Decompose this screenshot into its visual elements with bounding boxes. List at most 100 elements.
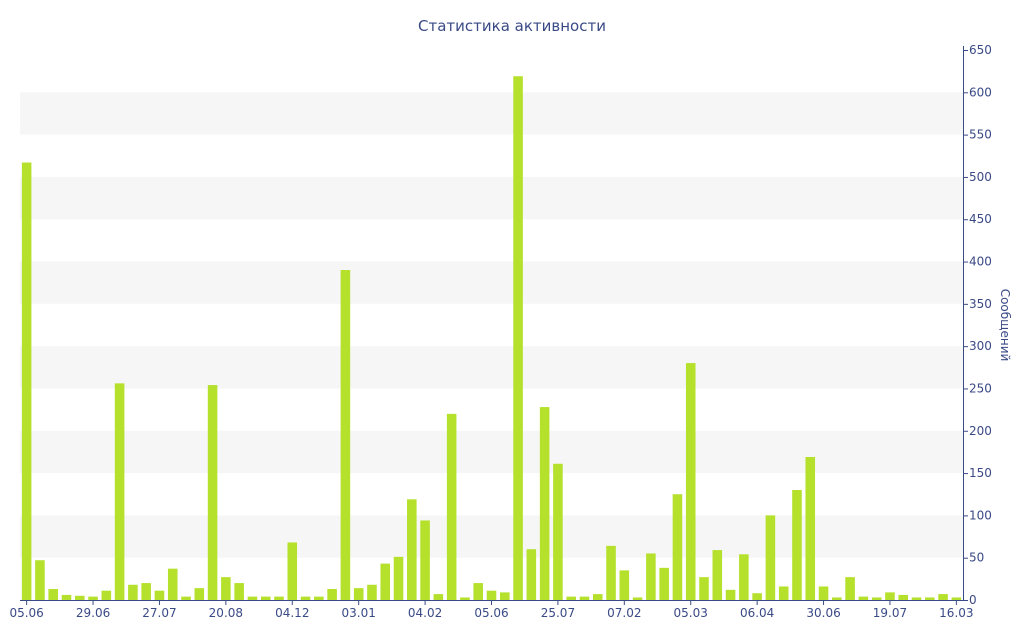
grid-band	[20, 261, 963, 304]
bar[interactable]	[778, 586, 789, 600]
bar[interactable]	[260, 596, 271, 600]
bar[interactable]	[353, 588, 364, 600]
x-axis-ticks: 05.06 29.06 27.07 20.08 04.12 03.01 04.02 05.06…	[9, 600, 974, 620]
bar[interactable]	[579, 596, 590, 600]
y-tick-label: 450	[969, 212, 992, 226]
bar[interactable]	[646, 553, 656, 600]
bar[interactable]	[101, 590, 112, 600]
bar[interactable]	[553, 463, 563, 600]
grid-band	[20, 176, 963, 220]
bar[interactable]	[539, 407, 550, 600]
bar[interactable]	[61, 594, 72, 600]
bar[interactable]	[433, 594, 444, 600]
bar[interactable]	[871, 597, 882, 600]
bar[interactable]	[274, 596, 284, 600]
bar[interactable]	[114, 383, 125, 600]
grid-band	[20, 92, 963, 135]
bar[interactable]	[885, 592, 895, 600]
bar[interactable]	[247, 596, 258, 600]
grid-bands	[20, 92, 963, 558]
bar[interactable]	[141, 583, 151, 600]
bar[interactable]	[739, 554, 749, 600]
bar[interactable]	[74, 595, 85, 600]
y-tick-label: 550	[969, 128, 992, 142]
bar[interactable]	[194, 588, 205, 600]
bar[interactable]	[221, 577, 231, 600]
bar[interactable]	[380, 563, 391, 600]
x-tick-label: 04.02	[408, 606, 442, 620]
bar[interactable]	[725, 589, 736, 600]
bar[interactable]	[473, 583, 483, 600]
x-tick-label: 03.01	[342, 606, 376, 620]
bar[interactable]	[207, 385, 218, 600]
bar[interactable]	[486, 590, 497, 600]
grid-band	[20, 346, 963, 389]
y-tick-label: 400	[969, 255, 992, 269]
y-tick-label: 150	[969, 466, 992, 480]
bar[interactable]	[712, 550, 723, 600]
bar[interactable]	[167, 568, 178, 600]
x-tick-label: 25.07	[541, 606, 575, 620]
bar[interactable]	[234, 583, 244, 600]
y-axis-ticks: 0 50 100 150 200 250 300 350 400 450 500 550 600 650	[963, 43, 992, 607]
bar[interactable]	[659, 567, 669, 600]
bar[interactable]	[407, 499, 417, 600]
bar[interactable]	[951, 597, 962, 600]
bar[interactable]	[48, 589, 58, 600]
bar[interactable]	[128, 584, 138, 600]
x-tick-label: 20.08	[209, 606, 243, 620]
y-tick-label: 350	[969, 297, 992, 311]
bar[interactable]	[619, 570, 630, 600]
bar[interactable]	[154, 590, 165, 600]
x-tick-label: 16.03	[939, 606, 973, 620]
bar[interactable]	[792, 490, 802, 600]
bar[interactable]	[460, 597, 470, 600]
bar[interactable]	[592, 594, 603, 600]
x-tick-label: 27.07	[142, 606, 176, 620]
x-tick-label: 07.02	[607, 606, 641, 620]
bar[interactable]	[367, 584, 377, 600]
bar[interactable]	[925, 597, 935, 600]
bar[interactable]	[393, 556, 404, 600]
bars	[21, 76, 962, 601]
x-tick-label: 29.06	[76, 606, 110, 620]
bar[interactable]	[632, 597, 643, 600]
bar[interactable]	[340, 270, 351, 600]
bar[interactable]	[911, 597, 922, 600]
bar[interactable]	[35, 560, 45, 600]
y-tick-label: 300	[969, 339, 992, 353]
bar[interactable]	[88, 596, 98, 600]
bar[interactable]	[500, 592, 510, 600]
bar[interactable]	[672, 494, 683, 600]
bar[interactable]	[938, 594, 948, 600]
bar[interactable]	[287, 542, 298, 600]
bar[interactable]	[513, 76, 523, 601]
y-tick-label: 0	[969, 593, 977, 607]
bar[interactable]	[685, 363, 696, 600]
bar[interactable]	[699, 577, 709, 600]
bar[interactable]	[446, 413, 457, 600]
bar[interactable]	[805, 457, 816, 600]
bar[interactable]	[21, 162, 32, 601]
bar[interactable]	[300, 596, 311, 600]
bar[interactable]	[818, 586, 829, 600]
x-tick-label: 04.12	[275, 606, 309, 620]
bar[interactable]	[420, 520, 430, 600]
bar[interactable]	[898, 594, 909, 600]
x-tick-label: 30.06	[806, 606, 840, 620]
bar[interactable]	[752, 593, 762, 600]
y-tick-label: 100	[969, 508, 992, 522]
bar[interactable]	[765, 515, 776, 600]
bar[interactable]	[526, 549, 537, 600]
bar[interactable]	[858, 596, 869, 600]
bar[interactable]	[327, 589, 337, 600]
y-tick-label: 500	[969, 170, 992, 184]
bar[interactable]	[606, 545, 616, 600]
bar[interactable]	[181, 596, 191, 600]
bar[interactable]	[832, 597, 842, 600]
bar[interactable]	[566, 596, 576, 600]
bar[interactable]	[845, 577, 855, 600]
bar[interactable]	[314, 596, 324, 600]
y-tick-label: 200	[969, 424, 992, 438]
